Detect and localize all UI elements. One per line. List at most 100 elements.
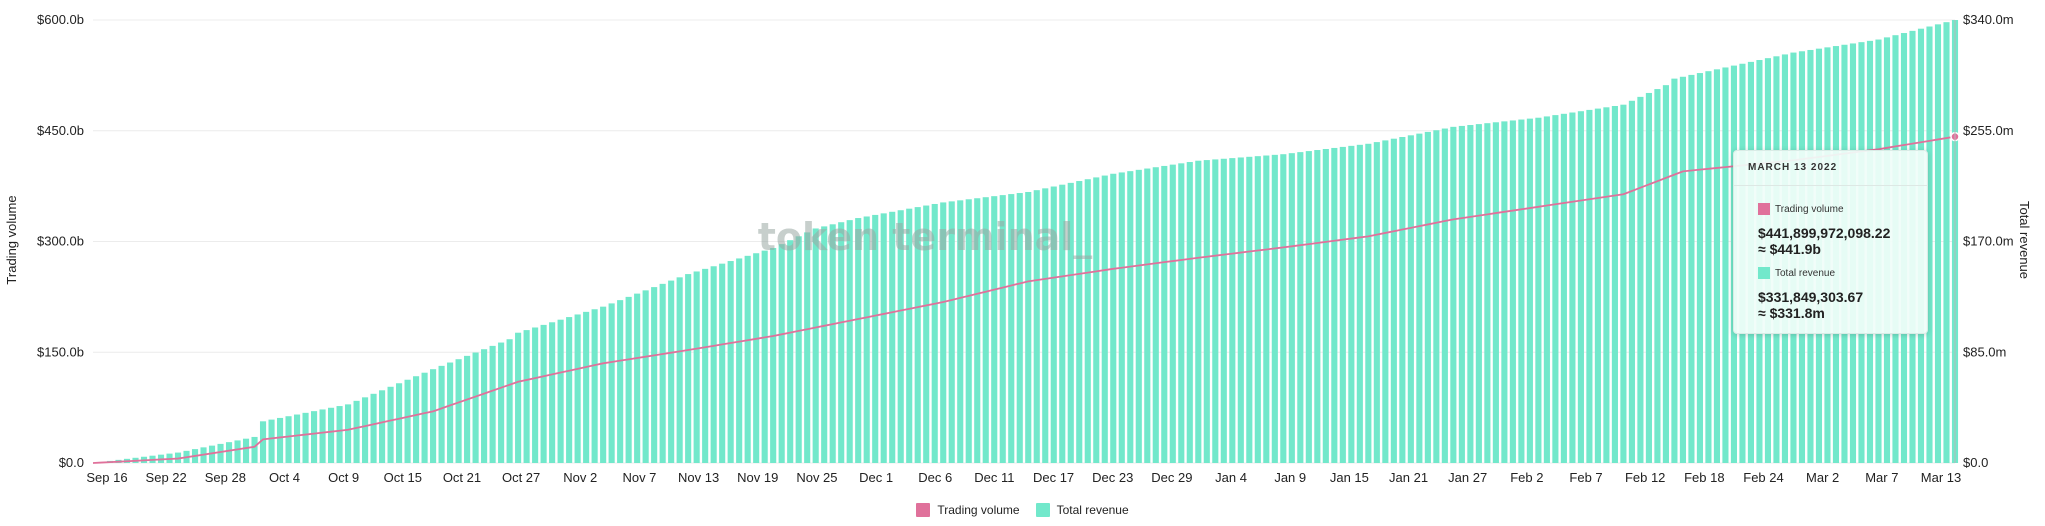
revenue-bar[interactable] [1458,125,1465,464]
revenue-bar[interactable] [574,314,581,463]
revenue-bar[interactable] [846,220,853,463]
revenue-bar[interactable] [1441,128,1448,464]
revenue-bar[interactable] [1322,148,1329,464]
revenue-bar[interactable] [421,372,428,463]
revenue-bar[interactable] [1135,169,1142,463]
revenue-bar[interactable] [659,283,666,463]
revenue-bar[interactable] [1569,112,1576,463]
revenue-bar[interactable] [727,261,734,463]
revenue-bar[interactable] [1543,116,1550,464]
revenue-bar[interactable] [965,199,972,463]
revenue-bar[interactable] [1110,173,1117,463]
revenue-bar[interactable] [438,365,445,463]
revenue-bar[interactable] [1654,89,1661,463]
revenue-bar[interactable] [498,342,505,463]
revenue-bar[interactable] [787,240,794,463]
revenue-bar[interactable] [1611,105,1618,464]
volume-line-path[interactable] [92,135,1956,464]
revenue-bar[interactable] [251,436,258,463]
revenue-bar[interactable] [1577,111,1584,464]
revenue-bar[interactable] [532,327,539,463]
revenue-bar[interactable] [931,203,938,464]
revenue-bar[interactable] [1450,126,1457,463]
revenue-bar[interactable] [1518,119,1525,463]
revenue-bar[interactable] [1059,184,1066,463]
revenue-bar[interactable] [1552,115,1559,464]
volume-line[interactable] [92,20,1960,464]
revenue-bar[interactable] [1084,179,1091,463]
revenue-bar[interactable] [1178,163,1185,463]
revenue-bar[interactable] [1501,121,1508,464]
revenue-bar[interactable] [1416,133,1423,463]
revenue-bar[interactable] [540,324,547,463]
revenue-bar[interactable] [1220,158,1227,463]
revenue-bar[interactable] [753,253,760,463]
revenue-bar[interactable] [1101,175,1108,463]
revenue-bar[interactable] [455,359,462,463]
revenue-bar[interactable] [999,195,1006,463]
revenue-bar[interactable] [1586,109,1593,464]
revenue-bar[interactable] [872,214,879,463]
revenue-bar[interactable] [1509,120,1516,464]
revenue-bar[interactable] [744,255,751,463]
revenue-bar[interactable] [1237,157,1244,463]
revenue-bar[interactable] [1671,78,1678,463]
revenue-bar[interactable] [1535,117,1542,463]
revenue-bar[interactable] [268,419,275,463]
revenue-bar[interactable] [387,386,394,463]
revenue-bar[interactable] [991,196,998,463]
revenue-bar[interactable] [430,369,437,463]
revenue-bar[interactable] [285,416,292,463]
revenue-bar[interactable] [778,244,785,463]
revenue-bar[interactable] [311,411,318,463]
revenue-bar[interactable] [736,258,743,463]
revenue-bar[interactable] [897,210,904,463]
revenue-bar[interactable] [948,201,955,463]
revenue-bar[interactable] [447,362,454,463]
revenue-bar[interactable] [1280,154,1287,463]
revenue-bar[interactable] [1637,96,1644,464]
revenue-bar[interactable] [1246,156,1253,463]
revenue-bar[interactable] [1067,182,1074,463]
revenue-bar[interactable] [1594,108,1601,463]
revenue-bar[interactable] [1127,171,1134,463]
revenue-bar[interactable] [481,349,488,463]
revenue-bar[interactable] [1365,143,1372,463]
revenue-bar[interactable] [1025,191,1032,464]
revenue-bar[interactable] [1169,164,1176,463]
revenue-bar[interactable] [1688,74,1695,463]
revenue-bar[interactable] [1008,194,1015,463]
revenue-bar[interactable] [1339,146,1346,463]
revenue-bar[interactable] [1033,190,1040,463]
revenue-bar[interactable] [1212,159,1219,463]
revenue-bar[interactable] [804,232,811,463]
revenue-bar[interactable] [489,345,496,463]
revenue-bar[interactable] [608,303,615,463]
revenue-bar[interactable] [668,280,675,463]
revenue-bar[interactable] [1314,150,1321,463]
revenue-bar[interactable] [1118,172,1125,463]
revenue-bar[interactable] [1628,100,1635,463]
revenue-bar[interactable] [506,339,513,463]
legend-item-total-revenue[interactable]: Total revenue [1035,503,1129,517]
revenue-bar[interactable] [1934,24,1942,464]
revenue-bar[interactable] [1475,124,1482,464]
revenue-bar[interactable] [702,268,709,463]
revenue-bar[interactable] [889,211,896,463]
revenue-bar[interactable] [515,332,522,463]
revenue-bar[interactable] [259,421,267,463]
revenue-bar[interactable] [242,438,250,463]
revenue-bar[interactable] [923,205,930,464]
revenue-bar[interactable] [1696,73,1703,464]
revenue-bar[interactable] [276,417,284,463]
revenue-bar[interactable] [982,197,989,463]
revenue-bar[interactable] [1433,130,1440,464]
revenue-bar[interactable] [557,319,564,463]
revenue-bar[interactable] [472,352,479,463]
revenue-bar[interactable] [940,202,947,463]
revenue-bar[interactable] [1203,160,1210,463]
revenue-bar[interactable] [225,442,233,463]
revenue-bar[interactable] [1229,158,1236,464]
revenue-bar[interactable] [413,376,420,463]
revenue-bar[interactable] [328,407,335,463]
